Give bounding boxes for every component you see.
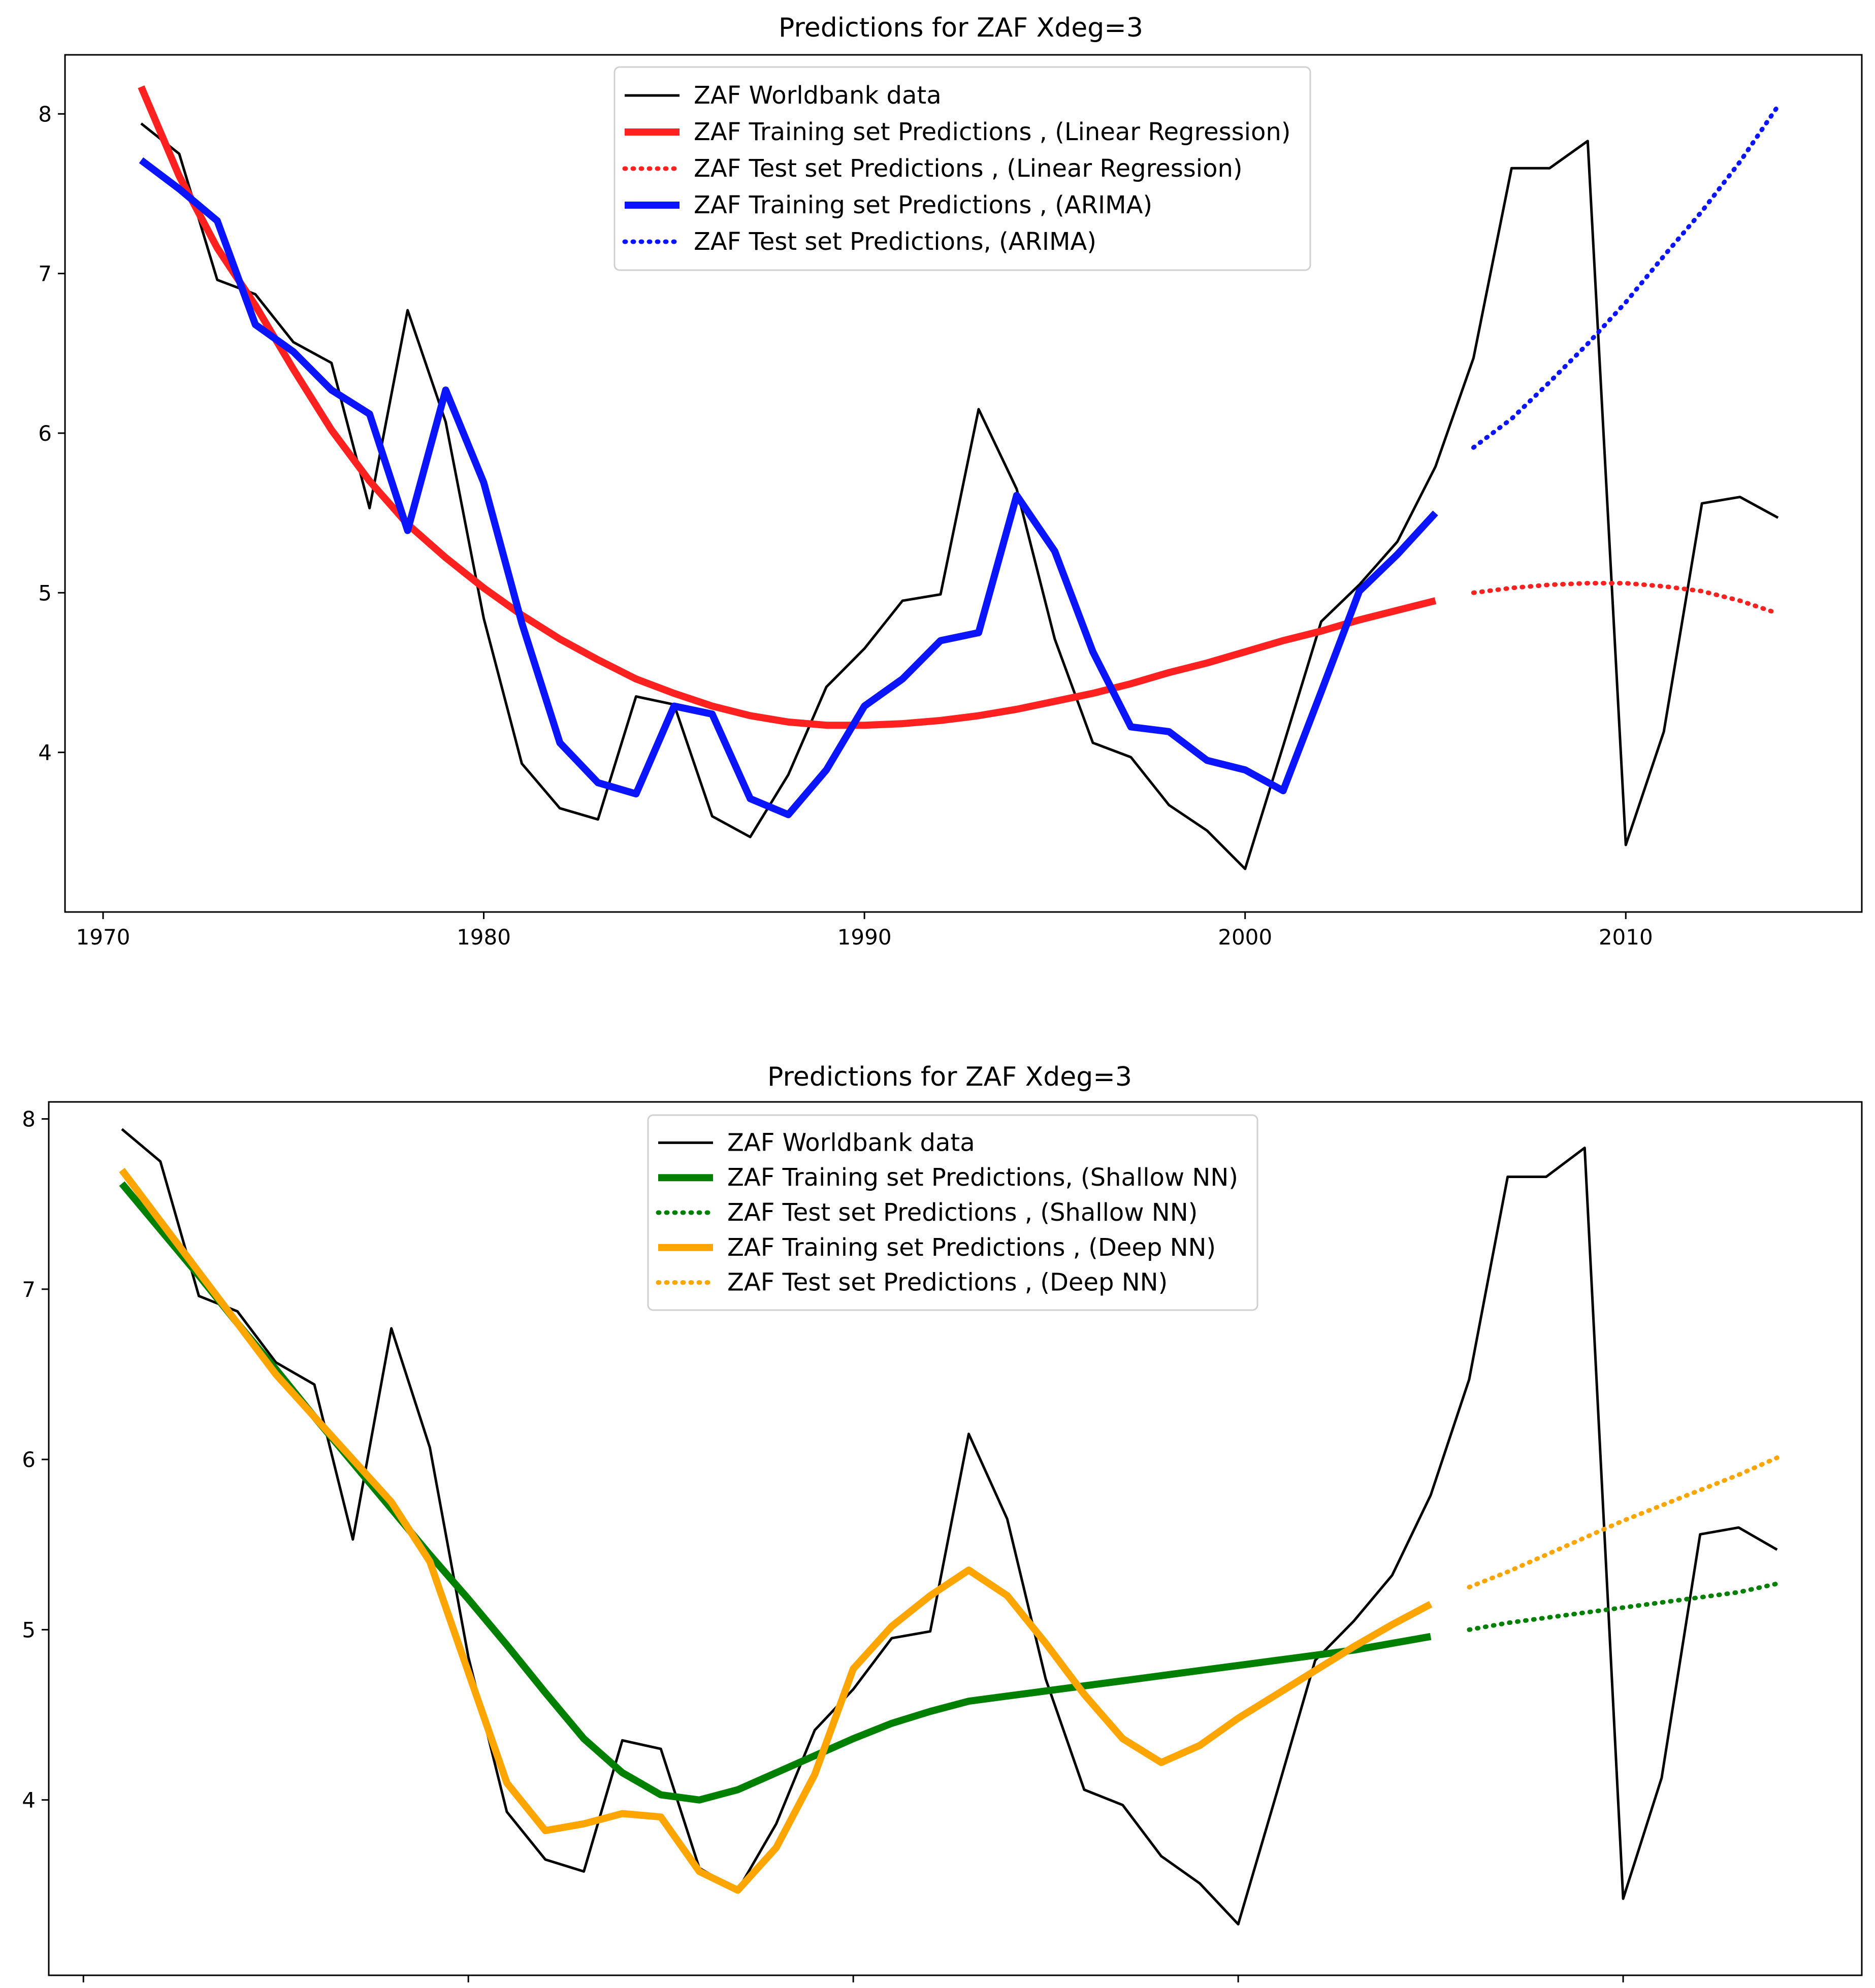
legend-label-4: ZAF Test set Predictions , (Deep NN) bbox=[727, 1268, 1168, 1297]
legend-label-3: ZAF Training set Predictions , (Deep NN) bbox=[727, 1233, 1216, 1262]
series-line-0 bbox=[121, 1128, 1778, 1926]
series-line-4 bbox=[1471, 104, 1781, 450]
series-line-0 bbox=[140, 122, 1779, 870]
y-tick-label: 7 bbox=[22, 1277, 36, 1302]
chart-top: Predictions for ZAF Xdeg=3 1970 1980 1990 2… bbox=[38, 13, 1863, 950]
series-line-3 bbox=[139, 157, 1438, 819]
series-line-4 bbox=[1467, 1455, 1780, 1590]
y-tick-label: 4 bbox=[22, 1788, 36, 1813]
legend-label-2: ZAF Test set Predictions , (Linear Regre… bbox=[694, 154, 1243, 183]
chart-bottom-legend: ZAF Worldbank data ZAF Training set Predi… bbox=[647, 1114, 1258, 1311]
chart-top-axes: 1970 1980 1990 2000 2010 4 5 6 7 8 bbox=[38, 54, 1863, 950]
x-tick-label: 1970 bbox=[76, 925, 131, 950]
legend-label-3: ZAF Training set Predictions , (ARIMA) bbox=[694, 191, 1152, 219]
y-tick-label: 5 bbox=[22, 1617, 36, 1642]
series-line-2 bbox=[1471, 581, 1781, 616]
series-line-3 bbox=[119, 1167, 1433, 1894]
plot-frame bbox=[48, 1101, 1863, 1976]
legend-label-0: ZAF Worldbank data bbox=[727, 1128, 975, 1157]
x-tick-label: 2010 bbox=[1599, 925, 1653, 950]
legend-label-1: ZAF Training set Predictions , (Linear R… bbox=[694, 118, 1291, 146]
chart-bottom: Predictions for ZAF Xdeg=3 1970198019902… bbox=[22, 1062, 1863, 1982]
x-tick-label: 1980 bbox=[457, 925, 511, 950]
plot-frame bbox=[64, 54, 1863, 913]
y-tick-label: 6 bbox=[22, 1447, 36, 1472]
y-tick-label: 7 bbox=[38, 262, 52, 286]
chart-bottom-series bbox=[119, 1128, 1780, 1926]
chart-top-title: Predictions for ZAF Xdeg=3 bbox=[779, 13, 1143, 43]
y-tick-label: 8 bbox=[38, 102, 52, 126]
chart-bottom-title: Predictions for ZAF Xdeg=3 bbox=[767, 1062, 1132, 1092]
y-tick-label: 4 bbox=[38, 740, 52, 765]
y-tick-label: 8 bbox=[22, 1107, 36, 1132]
legend-box bbox=[613, 66, 1311, 271]
x-tick-label: 1990 bbox=[837, 925, 892, 950]
chart-top-legend: ZAF Worldbank data ZAF Training set Predi… bbox=[613, 66, 1311, 271]
legend-box bbox=[647, 1114, 1258, 1311]
legend-label-4: ZAF Test set Predictions, (ARIMA) bbox=[694, 227, 1096, 256]
series-line-1 bbox=[138, 85, 1437, 729]
chart-top-series bbox=[138, 85, 1781, 870]
legend-label-0: ZAF Worldbank data bbox=[694, 81, 942, 110]
y-tick-label: 6 bbox=[38, 421, 52, 446]
legend-label-1: ZAF Training set Predictions, (Shallow N… bbox=[727, 1163, 1238, 1192]
x-tick-label: 2000 bbox=[1218, 925, 1272, 950]
y-tick-label: 5 bbox=[38, 580, 52, 605]
series-line-2 bbox=[1467, 1581, 1780, 1632]
legend-label-2: ZAF Test set Predictions , (Shallow NN) bbox=[727, 1198, 1198, 1227]
